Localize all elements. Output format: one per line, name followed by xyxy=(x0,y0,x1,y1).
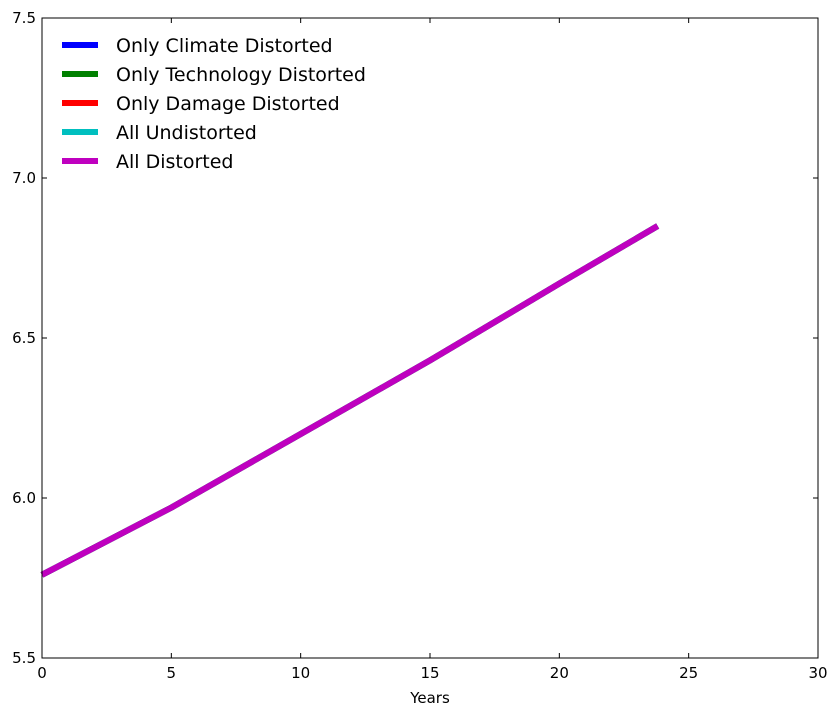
x-tick-label: 0 xyxy=(37,664,47,682)
y-tick-label: 6.0 xyxy=(12,489,36,507)
x-tick-label: 10 xyxy=(291,664,310,682)
y-tick-labels: 5.5 6.0 6.5 7.0 7.5 xyxy=(12,9,36,667)
legend-label: All Undistorted xyxy=(116,122,257,144)
legend-label: Only Damage Distorted xyxy=(116,93,340,115)
series-layer xyxy=(40,223,660,578)
x-tick-labels: 0 5 10 15 20 25 30 xyxy=(37,664,827,682)
y-tick-label: 7.5 xyxy=(12,9,36,27)
tick-layer xyxy=(41,17,819,659)
legend-label: Only Technology Distorted xyxy=(116,64,366,86)
y-tick-label: 7.0 xyxy=(12,169,36,187)
legend-label: Only Climate Distorted xyxy=(116,35,333,57)
legend-label: All Distorted xyxy=(116,151,234,173)
x-axis-label: Years xyxy=(409,689,450,707)
legend: Only Climate Distorted Only Technology Di… xyxy=(62,35,366,173)
y-tick-label: 6.5 xyxy=(12,329,36,347)
series-line-5 xyxy=(40,223,660,578)
y-tick-label: 5.5 xyxy=(12,649,36,667)
x-tick-label: 25 xyxy=(679,664,698,682)
x-tick-label: 20 xyxy=(550,664,569,682)
x-tick-label: 15 xyxy=(420,664,439,682)
x-tick-label: 30 xyxy=(808,664,827,682)
x-tick-label: 5 xyxy=(167,664,177,682)
